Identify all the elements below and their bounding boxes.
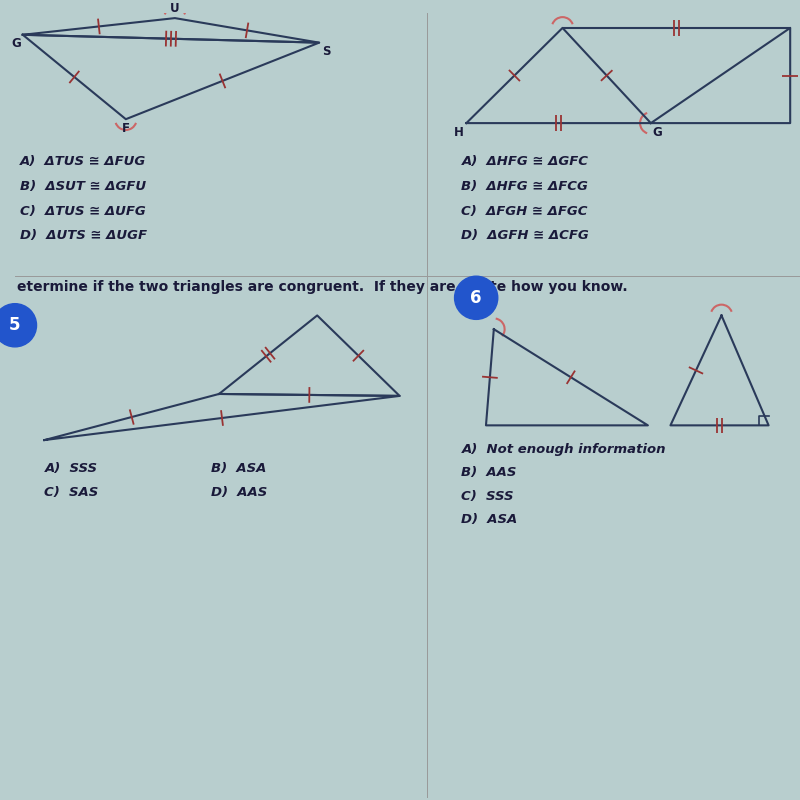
Text: B)  ΔSUT ≅ ΔGFU: B) ΔSUT ≅ ΔGFU <box>20 180 146 193</box>
Text: B)  ASA: B) ASA <box>211 462 266 475</box>
Circle shape <box>454 276 498 319</box>
Text: 5: 5 <box>9 316 21 334</box>
Text: D)  ΔUTS ≅ ΔUGF: D) ΔUTS ≅ ΔUGF <box>20 229 147 242</box>
Text: D)  ΔGFH ≅ ΔCFG: D) ΔGFH ≅ ΔCFG <box>462 229 589 242</box>
Text: etermine if the two triangles are congruent.  If they are, state how you know.: etermine if the two triangles are congru… <box>17 280 627 294</box>
Text: B)  ΔHFG ≅ ΔFCG: B) ΔHFG ≅ ΔFCG <box>462 180 588 193</box>
Text: A)  SSS: A) SSS <box>44 462 98 475</box>
Text: C)  ΔFGH ≅ ΔFGC: C) ΔFGH ≅ ΔFGC <box>462 205 588 218</box>
Text: C)  ΔTUS ≅ ΔUFG: C) ΔTUS ≅ ΔUFG <box>20 205 146 218</box>
Text: A)  Not enough information: A) Not enough information <box>462 443 666 456</box>
Text: U: U <box>170 2 180 15</box>
Circle shape <box>0 304 37 347</box>
Text: G: G <box>11 37 21 50</box>
Text: D)  AAS: D) AAS <box>211 486 267 499</box>
Text: A)  ΔHFG ≅ ΔGFC: A) ΔHFG ≅ ΔGFC <box>462 155 589 169</box>
Text: 6: 6 <box>470 289 482 306</box>
Text: H: H <box>454 126 463 139</box>
Text: F: F <box>122 122 130 135</box>
Text: S: S <box>322 45 330 58</box>
Text: C)  SSS: C) SSS <box>462 490 514 503</box>
Text: G: G <box>653 126 662 139</box>
Text: D)  ASA: D) ASA <box>462 514 518 526</box>
Text: A)  ΔTUS ≅ ΔFUG: A) ΔTUS ≅ ΔFUG <box>20 155 146 169</box>
Text: C)  SAS: C) SAS <box>44 486 98 499</box>
Text: B)  AAS: B) AAS <box>462 466 517 479</box>
